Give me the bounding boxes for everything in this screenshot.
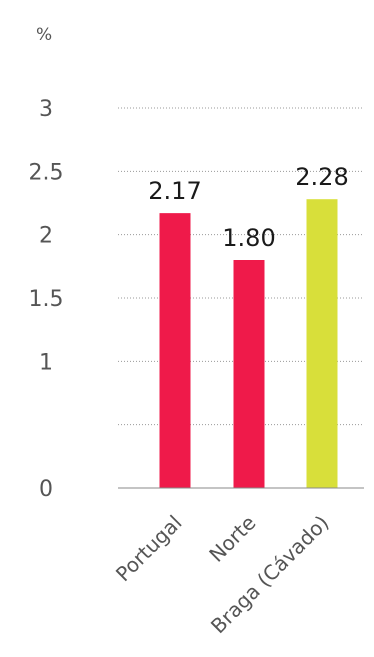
bar: [159, 213, 191, 488]
y-tick-label: 0: [39, 477, 53, 502]
bar: [306, 199, 338, 488]
bars: [159, 199, 338, 488]
y-tick-label: 2.5: [29, 160, 64, 185]
y-tick-label: 1: [39, 350, 53, 375]
y-tick-label: 3: [39, 97, 53, 122]
value-label: 2.28: [295, 163, 348, 191]
unit-label: %: [36, 25, 52, 45]
y-tick-label: 2: [39, 224, 53, 249]
bar: [233, 260, 265, 488]
value-label: 1.80: [222, 224, 275, 252]
category-label: Norte: [204, 511, 260, 567]
value-label: 2.17: [148, 177, 201, 205]
category-label: Portugal: [111, 511, 187, 587]
value-labels: 2.17 1.80 2.28: [148, 163, 348, 252]
y-tick-label: 1.5: [29, 287, 64, 312]
y-axis-ticks: 0 1 1.5 2 2.5 3: [29, 97, 64, 502]
